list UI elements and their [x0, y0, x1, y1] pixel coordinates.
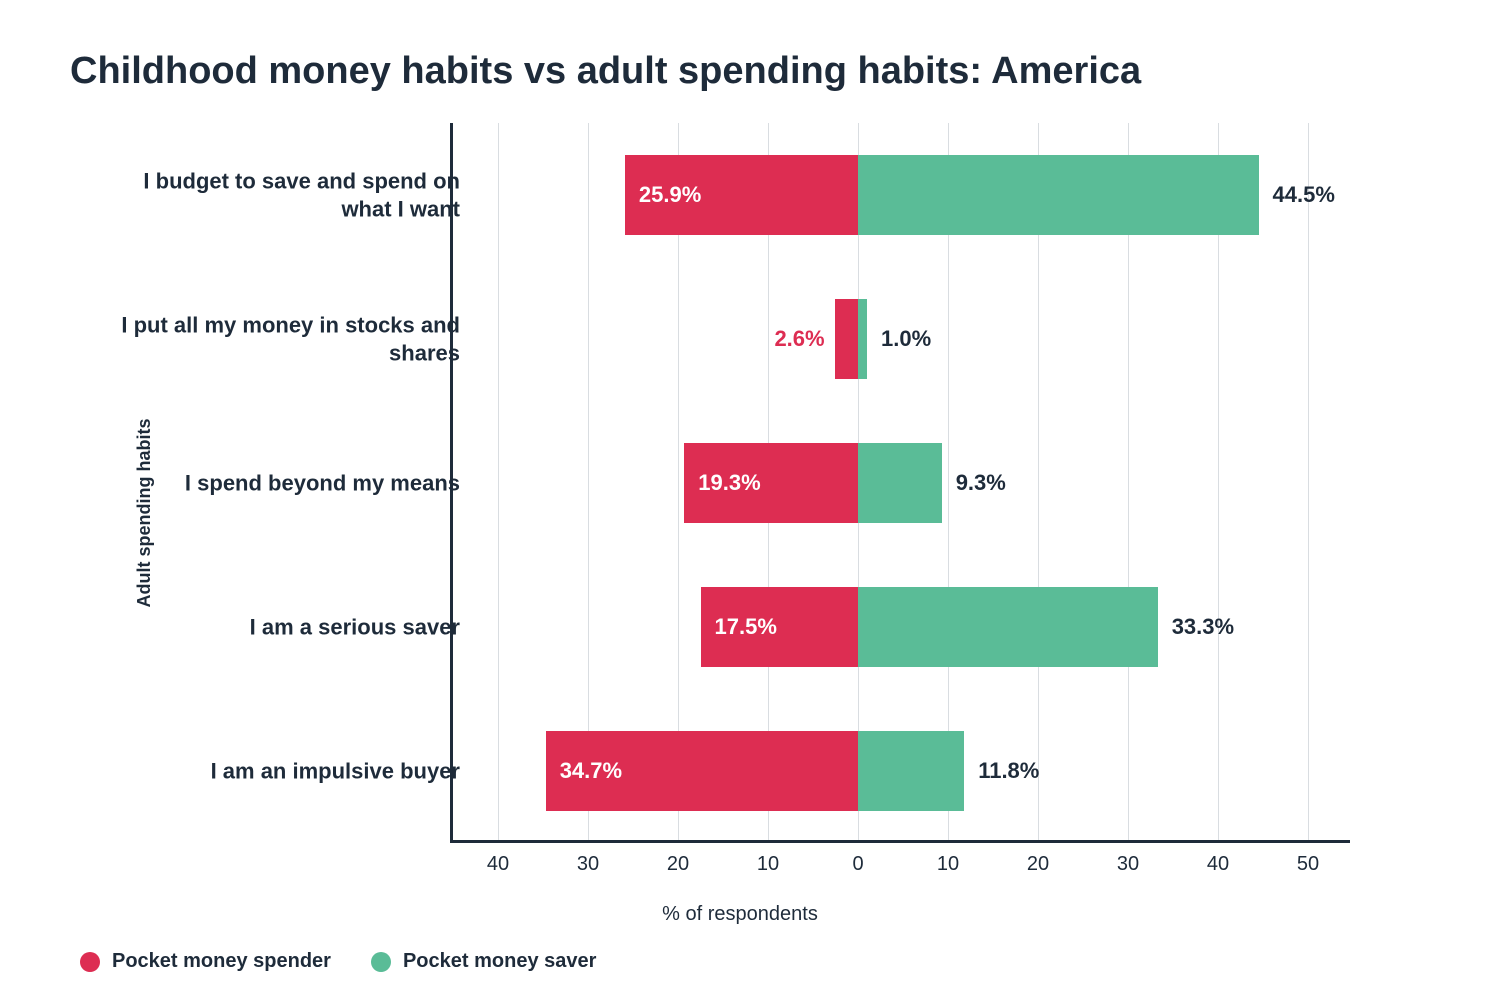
bar-saver	[858, 731, 964, 811]
legend-item-spender: Pocket money spender	[80, 950, 331, 973]
bar-value-spender: 17.5%	[715, 614, 777, 640]
bar-saver	[858, 299, 867, 379]
category-label: I am a serious saver	[120, 613, 460, 641]
x-tick-label: 20	[667, 853, 689, 876]
bar-value-spender: 2.6%	[774, 326, 824, 352]
chart-container: Childhood money habits vs adult spending…	[0, 0, 1500, 1003]
x-tick-label: 20	[1027, 853, 1049, 876]
bar-saver	[858, 587, 1158, 667]
bar-saver	[858, 155, 1259, 235]
y-axis-title: Adult spending habits	[134, 419, 155, 608]
legend-item-saver: Pocket money saver	[371, 950, 596, 973]
bar-value-saver: 1.0%	[881, 326, 931, 352]
legend-swatch-spender	[80, 952, 100, 972]
x-tick-label: 30	[577, 853, 599, 876]
bar-value-spender: 25.9%	[639, 182, 701, 208]
x-tick-label: 10	[937, 853, 959, 876]
grid-line	[1308, 123, 1309, 840]
x-axis-title: % of respondents	[662, 903, 818, 926]
chart-title: Childhood money habits vs adult spending…	[70, 50, 1440, 93]
category-label: I spend beyond my means	[120, 469, 460, 497]
category-label: I put all my money in stocks and shares	[120, 312, 460, 367]
bar-value-saver: 9.3%	[956, 470, 1006, 496]
bar-value-saver: 11.8%	[978, 758, 1039, 784]
category-label: I am an impulsive buyer	[120, 757, 460, 785]
x-tick-label: 40	[1207, 853, 1229, 876]
legend-swatch-saver	[371, 952, 391, 972]
legend-label-saver: Pocket money saver	[403, 950, 596, 973]
bar-value-spender: 34.7%	[560, 758, 622, 784]
bar-saver	[858, 443, 942, 523]
chart-area: Adult spending habits 40 30 20 10 0 10 20 30 40 5…	[80, 123, 1400, 903]
bar-value-spender: 19.3%	[698, 470, 760, 496]
x-tick-label: 0	[852, 853, 863, 876]
grid-line	[498, 123, 499, 840]
bar-value-saver: 33.3%	[1172, 614, 1234, 640]
legend: Pocket money spender Pocket money saver	[80, 950, 596, 973]
x-tick-label: 30	[1117, 853, 1139, 876]
bar-value-saver: 44.5%	[1273, 182, 1335, 208]
x-tick-label: 10	[757, 853, 779, 876]
x-tick-label: 40	[487, 853, 509, 876]
x-tick-label: 50	[1297, 853, 1319, 876]
bar-spender	[835, 299, 858, 379]
plot-area: 403020100102030405025.9%44.5%2.6%1.0%19.…	[450, 123, 1350, 843]
category-label: I budget to save and spend on what I wan…	[120, 168, 460, 223]
legend-label-spender: Pocket money spender	[112, 950, 331, 973]
